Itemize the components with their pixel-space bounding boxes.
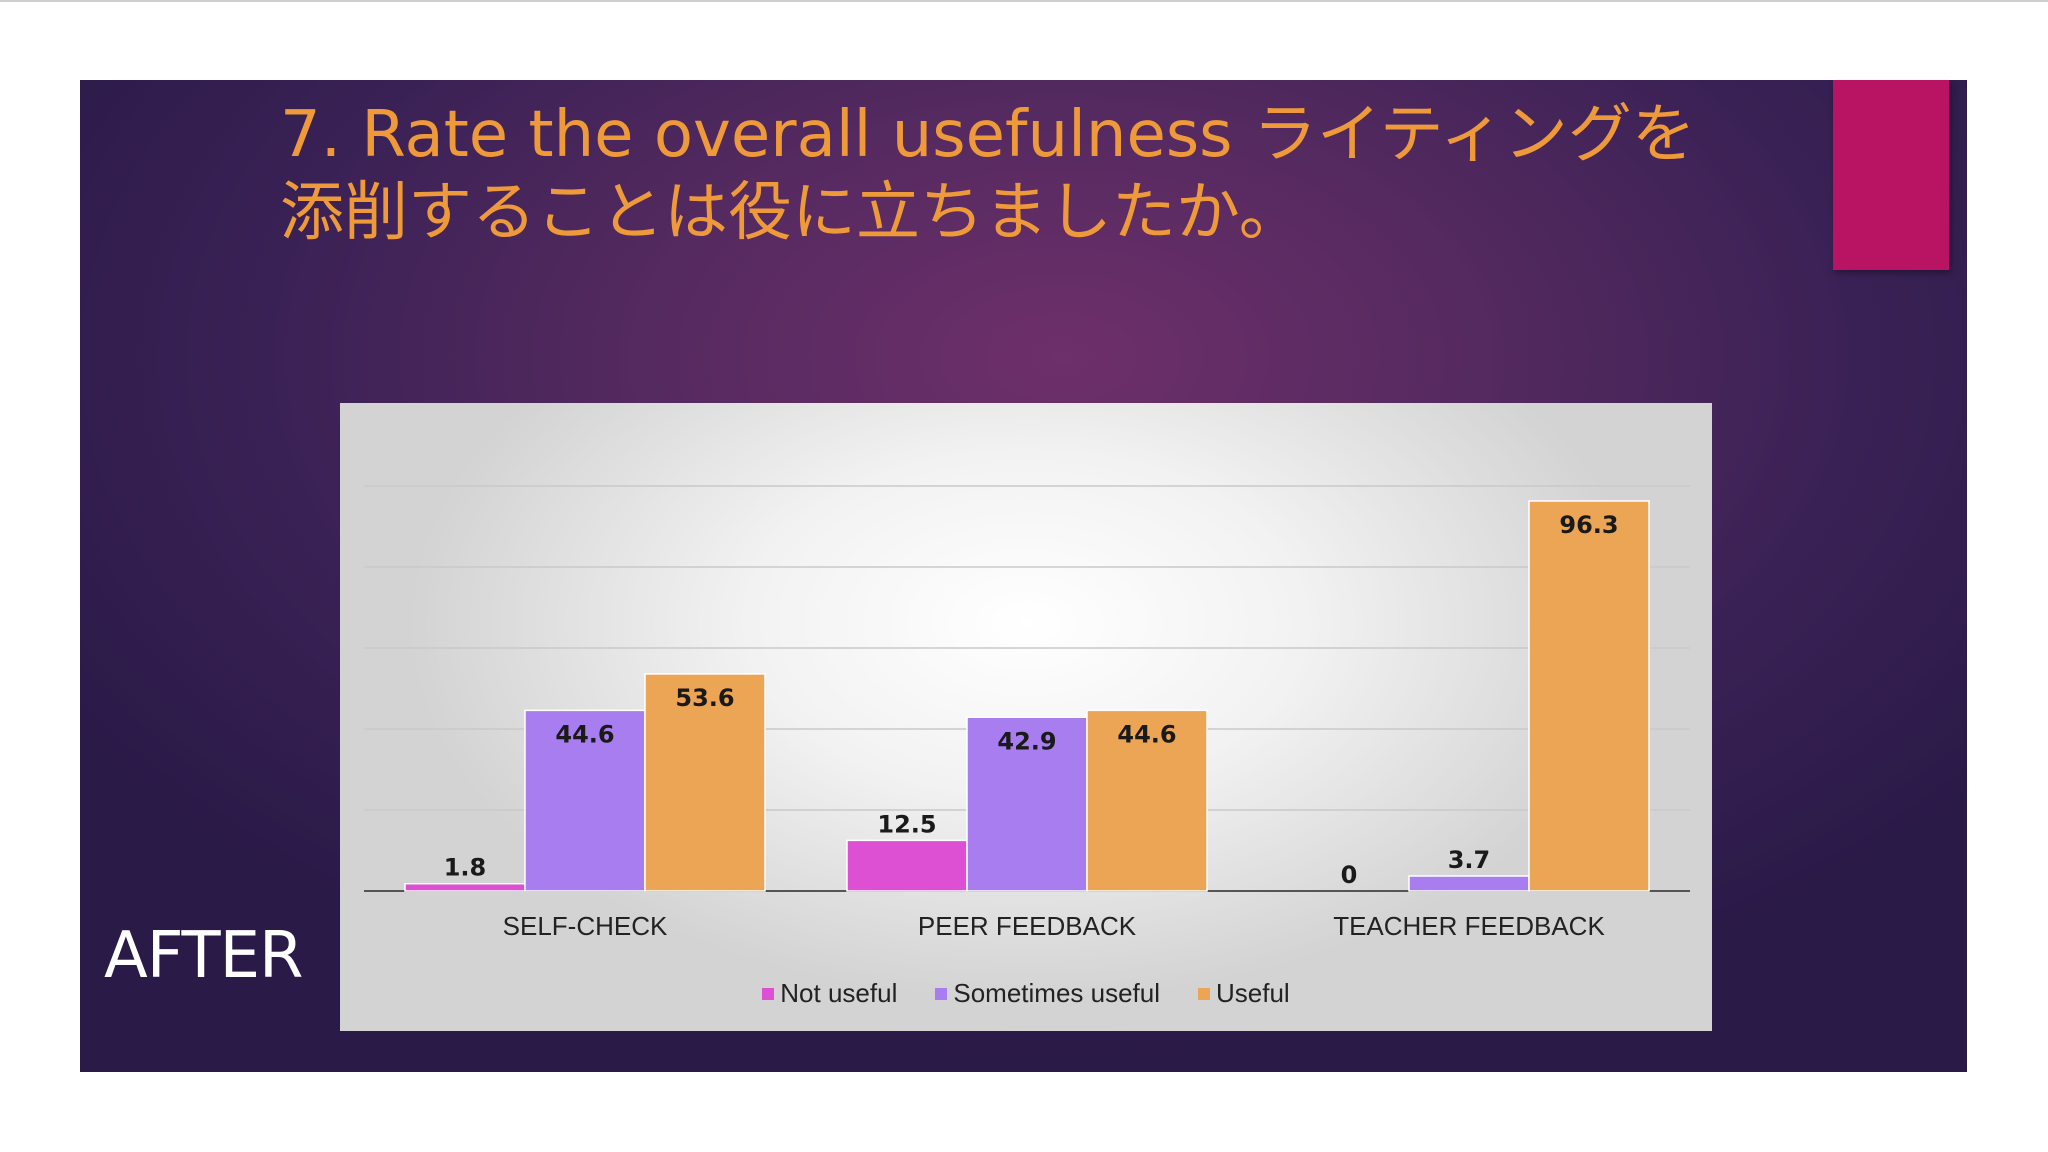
bar-sometimes-useful-self-check <box>524 709 646 892</box>
bar-sometimes-useful-teacher-feedback <box>1408 875 1530 892</box>
data-label: 1.8 <box>444 854 487 882</box>
legend-label: Sometimes useful <box>953 978 1161 1008</box>
legend-swatch <box>762 987 775 1000</box>
chart-legend: Not useful Sometimes useful Useful <box>340 978 1712 1009</box>
bar-chart: 1.8 44.6 53.6 12.5 42.9 44.6 0 3.7 96.3 SELF-CHE… <box>364 485 1690 941</box>
data-label: 44.6 <box>1117 720 1176 748</box>
data-label: 12.5 <box>877 810 936 838</box>
chart-panel: 1.8 44.6 53.6 12.5 42.9 44.6 0 3.7 96.3 SELF-CHE… <box>340 403 1712 1031</box>
category-label: TEACHER FEEDBACK <box>1333 911 1605 941</box>
slide-title-line-1: 7. Rate the overall usefulness ライティングを <box>280 98 1696 172</box>
data-label: 0 <box>1341 861 1358 889</box>
legend-label: Not useful <box>780 978 898 1008</box>
slide-title-line-2: 添削することは役に立ちましたか。 <box>280 176 1303 250</box>
legend-item: Useful <box>1198 978 1290 1009</box>
top-divider-line <box>0 0 2048 2</box>
category-label: SELF-CHECK <box>503 911 668 941</box>
accent-bar <box>1833 80 1949 270</box>
slide: 7. Rate the overall usefulness ライティングを 添… <box>80 80 1967 1072</box>
bars <box>404 500 1650 892</box>
category-labels: SELF-CHECK PEER FEEDBACK TEACHER FEEDBACK <box>503 911 1606 941</box>
bar-useful-self-check <box>644 673 766 892</box>
legend-swatch <box>935 987 948 1000</box>
bar-useful-teacher-feedback <box>1528 500 1650 892</box>
data-label: 53.6 <box>675 684 734 712</box>
legend-swatch <box>1198 987 1211 1000</box>
category-label: PEER FEEDBACK <box>918 911 1137 941</box>
legend-item: Not useful <box>762 978 897 1009</box>
after-label: AFTER <box>104 919 303 993</box>
slide-title: 7. Rate the overall usefulness ライティングを 添… <box>280 96 1820 252</box>
data-label: 42.9 <box>997 727 1056 755</box>
bar-not-useful-self-check <box>404 882 526 892</box>
data-labels: 1.8 44.6 53.6 12.5 42.9 44.6 0 3.7 96.3 <box>444 511 1619 889</box>
data-label: 44.6 <box>555 720 614 748</box>
data-label: 96.3 <box>1559 511 1618 539</box>
bar-useful-peer-feedback <box>1086 709 1208 892</box>
legend-label: Useful <box>1216 978 1290 1008</box>
legend-item: Sometimes useful <box>935 978 1160 1009</box>
bar-not-useful-peer-feedback <box>846 839 968 892</box>
data-label: 3.7 <box>1448 846 1491 874</box>
